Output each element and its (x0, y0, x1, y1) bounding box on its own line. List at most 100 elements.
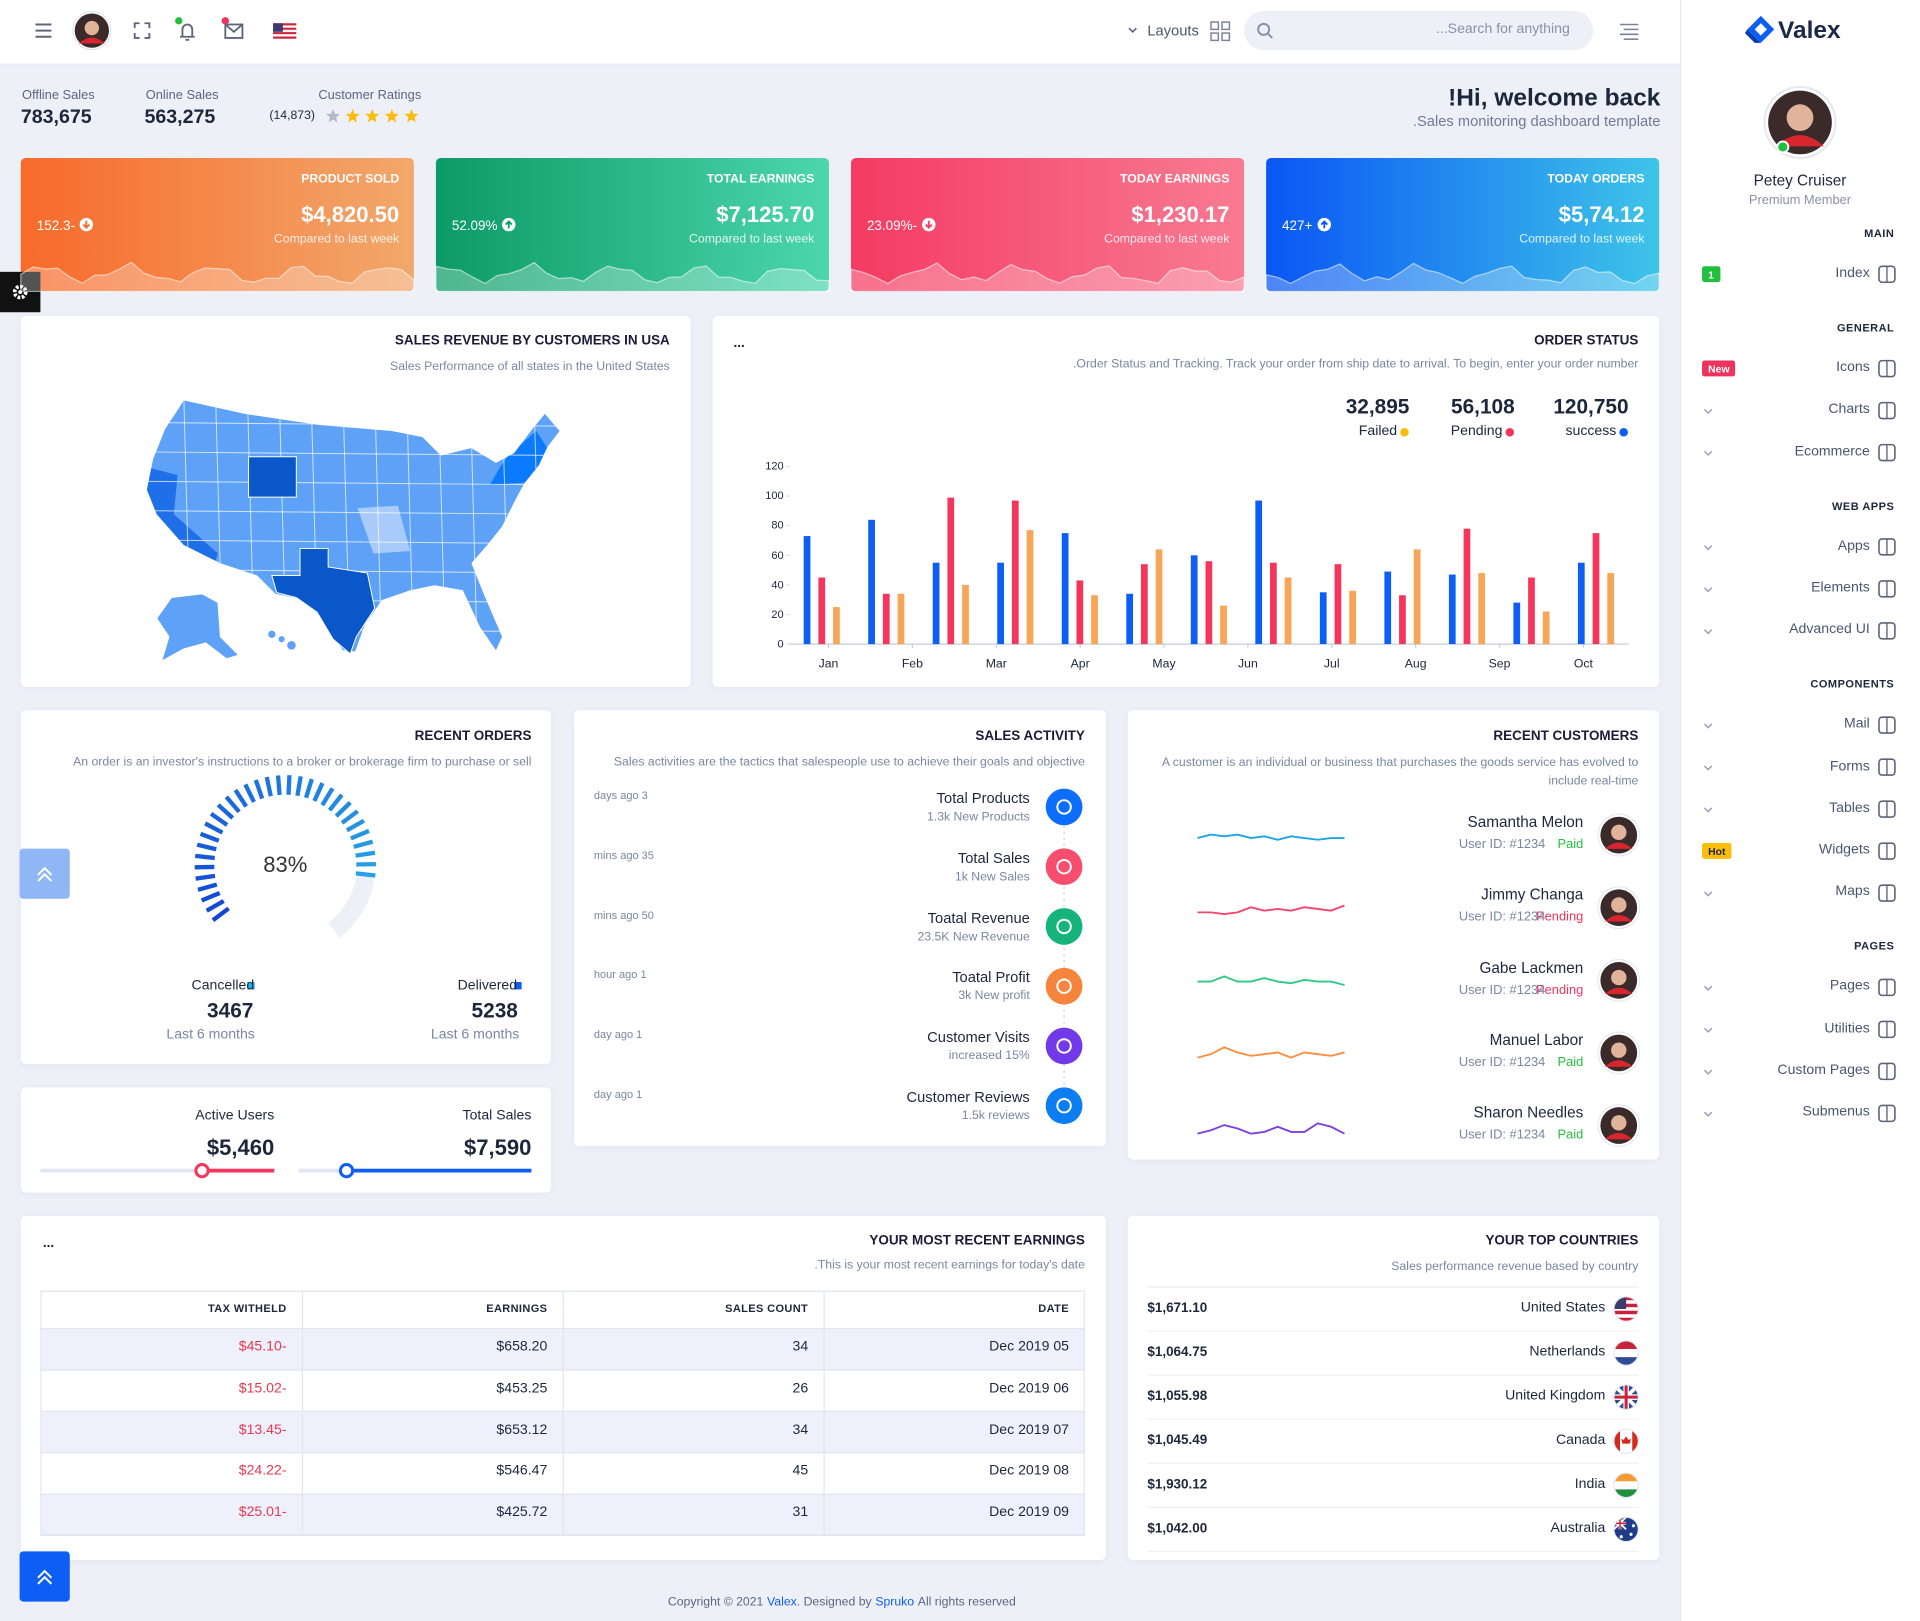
card-note: Compared to last week (1519, 232, 1645, 247)
menu-section-title: WEB APPS (1831, 499, 1895, 513)
footer-link[interactable]: Valex (767, 1595, 797, 1609)
footer-link[interactable]: Spruko (875, 1595, 915, 1609)
y-tick-label: 80 (771, 519, 784, 532)
legend-total: 56,108 (1451, 395, 1515, 419)
card-note: Compared to last week (689, 232, 815, 247)
menu-item[interactable] (1690, 255, 1910, 294)
menu-item[interactable] (1690, 968, 1910, 1007)
trend-icon (502, 217, 516, 232)
menu-item-label: Mail (1843, 716, 1870, 732)
customer-name: Manuel Labor (1489, 1031, 1584, 1049)
menu-item[interactable] (1690, 1094, 1910, 1133)
menu-item[interactable] (1690, 1010, 1910, 1049)
menu-item[interactable] (1690, 748, 1910, 787)
customer-id: User ID: #1234 (1458, 909, 1546, 925)
card-change: 23.09%- (867, 217, 936, 235)
country-name: Netherlands (1529, 1344, 1606, 1360)
menu-item[interactable] (1690, 569, 1910, 608)
menu-item[interactable] (1690, 706, 1910, 745)
panel (20, 1087, 552, 1193)
panel-title: RECENT CUSTOMERS (1493, 729, 1639, 744)
order-stat-note: Last 6 months (430, 1027, 520, 1043)
scroll-top-button[interactable] (19, 1551, 70, 1602)
menu-item[interactable] (1690, 391, 1910, 430)
menu-section-title: PAGES (1854, 940, 1895, 953)
welcome-title: !Hi, welcome back (1448, 84, 1661, 112)
menu-item-label: Forms (1829, 758, 1870, 774)
menu-item-label: Advanced UI (1789, 622, 1870, 638)
gauge-label: 83% (263, 852, 308, 877)
user-stat-label: Total Sales (462, 1108, 532, 1123)
footer-text: Copyright © 2021 (667, 1595, 764, 1609)
star (345, 108, 360, 123)
activity-time: hour ago 1 (593, 968, 647, 981)
menu-item[interactable] (1690, 527, 1910, 566)
customer-status: Pending (1536, 982, 1584, 998)
table-cell: $658.20 (496, 1339, 548, 1355)
profile-role: Premium Member (1748, 193, 1852, 208)
table-cell: Dec 2019 08 (989, 1463, 1069, 1479)
customer-id: User ID: #1234 (1458, 1055, 1546, 1070)
card-value: $1,230.17 (1131, 202, 1230, 227)
activity-title: Total Products (936, 789, 1030, 807)
card-change: 52.09% (452, 217, 516, 235)
table-cell: 34 (792, 1339, 809, 1355)
x-tick-label: May (1152, 657, 1176, 672)
panel-title: YOUR TOP COUNTRIES (1485, 1233, 1639, 1249)
panel-subtitle: .Order Status and Tracking. Track your o… (1073, 357, 1639, 372)
activity-detail: 23.5K New Revenue (917, 930, 1030, 944)
stat-value: 563,275 (144, 107, 216, 128)
card-title: TODAY EARNINGS (1120, 172, 1230, 187)
menu-item[interactable] (1690, 790, 1910, 829)
menu-item[interactable] (1690, 874, 1910, 913)
country-value: $1,064.75 (1147, 1344, 1208, 1360)
customer-id: User ID: #1234 (1458, 982, 1546, 998)
table-cell: Dec 2019 07 (989, 1422, 1069, 1438)
stat-label: Online Sales (145, 87, 219, 103)
panel (574, 710, 1106, 1147)
customer-name: Sharon Needles (1473, 1104, 1584, 1122)
search-box[interactable] (1244, 11, 1594, 51)
menu-item-label: Utilities (1824, 1020, 1870, 1036)
y-tick-label: 20 (771, 607, 784, 621)
customer-id: User ID: #1234 (1458, 837, 1546, 852)
legend-name: Failed (1358, 423, 1398, 439)
y-tick-label: 40 (771, 578, 784, 591)
card-title: TODAY ORDERS (1547, 172, 1645, 187)
menu-section-title: MAIN (1864, 227, 1895, 240)
customer-status: Pending (1536, 909, 1584, 925)
activity-detail: increased 15% (948, 1049, 1030, 1064)
table-header: DATE (1038, 1302, 1069, 1315)
card-change: 152.3- (37, 217, 94, 235)
panel-subtitle: Sales Performance of all states in the U… (390, 360, 670, 374)
table-cell: $453.25 (496, 1381, 548, 1396)
activity-title: Customer Visits (927, 1028, 1030, 1046)
menu-item-label: Icons (1836, 360, 1870, 375)
order-stat-value: 3467 (207, 998, 254, 1023)
settings-button[interactable] (0, 271, 41, 313)
menu-item-label: Index (1835, 265, 1870, 281)
customer-name: Jimmy Changa (1481, 886, 1584, 904)
activity-time: mins ago 50 (593, 908, 654, 922)
scroll-top-button[interactable] (19, 848, 70, 899)
stat-label: Offline Sales (22, 87, 95, 103)
customer-id: User ID: #1234 (1458, 1127, 1546, 1143)
menu-item-label: Apps (1837, 538, 1870, 554)
user-stat-label: Active Users (195, 1108, 275, 1123)
panel-subtitle: Sales activities are the tactics that sa… (613, 755, 1085, 769)
legend-name: Pending (1450, 423, 1503, 439)
panel-title: RECENT ORDERS (414, 729, 532, 744)
activity-detail: 1.3k New Products (927, 810, 1030, 825)
legend-total: 32,895 (1345, 395, 1410, 419)
table-cell: $546.47 (496, 1463, 548, 1479)
activity-detail: 1.5k reviews (961, 1109, 1030, 1123)
x-tick-label: Jul (1323, 657, 1340, 672)
activity-time: day ago 1 (593, 1088, 643, 1101)
x-tick-label: Feb (901, 657, 923, 672)
x-tick-label: Mar (985, 657, 1007, 672)
x-tick-label: Sep (1488, 657, 1511, 672)
menu-section-title: COMPONENTS (1810, 678, 1895, 691)
ratings-count: (14,873) (269, 108, 316, 123)
card-value: $7,125.70 (716, 202, 815, 227)
